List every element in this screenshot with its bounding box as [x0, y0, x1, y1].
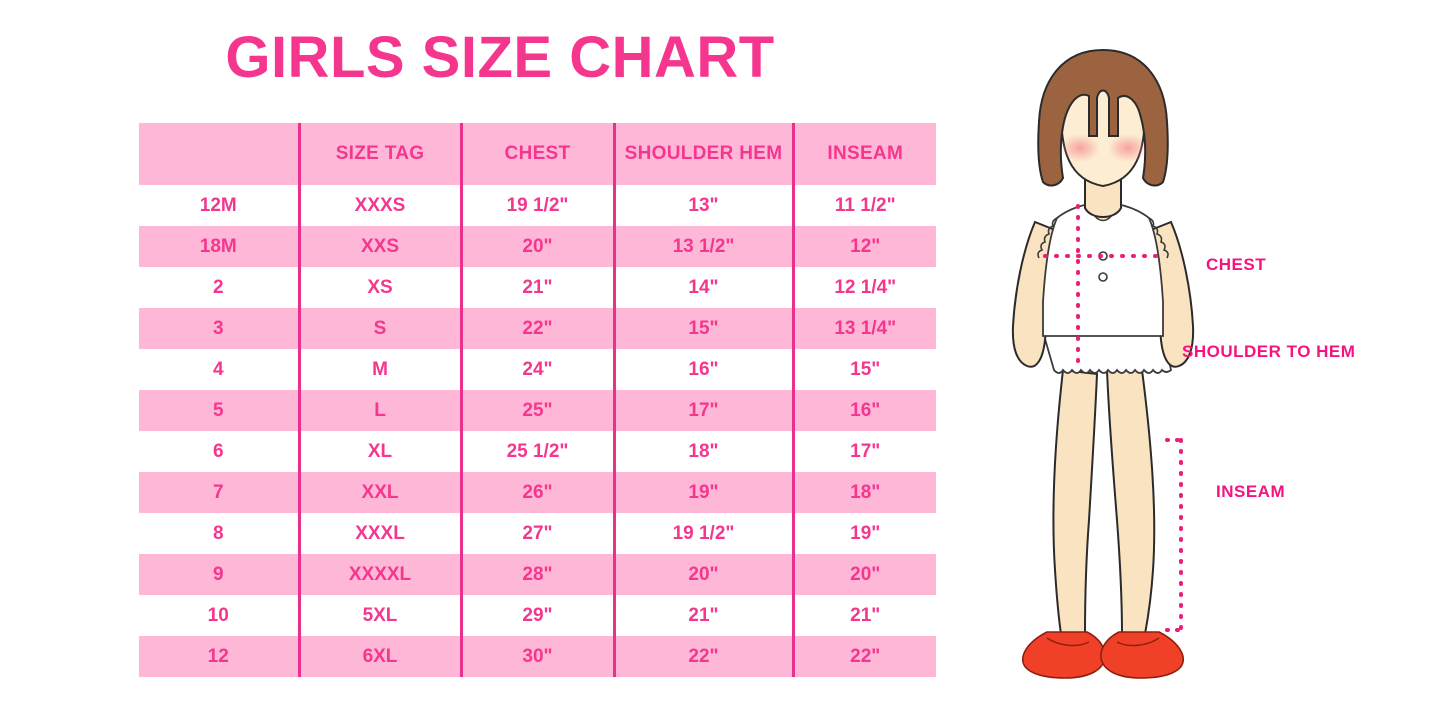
table-cell: 27" — [459, 513, 614, 554]
table-row: 18M XXS 20" 13 1/2" 12" — [139, 226, 936, 267]
table-row: 4 M 24" 16" 15" — [139, 349, 936, 390]
table-cell: 22" — [459, 308, 614, 349]
table-cell: 2 — [139, 267, 299, 308]
table-cell: XL — [297, 431, 461, 472]
label-chest: CHEST — [1206, 255, 1267, 274]
table-cell: 16" — [791, 390, 936, 431]
table-row: 6 XL 25 1/2" 18" 17" — [139, 431, 936, 472]
table-cell: 13 1/2" — [612, 226, 793, 267]
column-header-chest: CHEST — [459, 123, 614, 185]
table-row: 12 6XL 30" 22" 22" — [139, 636, 936, 677]
table-cell: 19 1/2" — [459, 185, 614, 226]
column-header-shoulder-hem: SHOULDER HEM — [612, 123, 793, 185]
size-chart-table-container: SIZE TAG CHEST SHOULDER HEM INSEAM 12M XX… — [139, 123, 936, 677]
table-cell: 24" — [459, 349, 614, 390]
table-cell: 13" — [612, 185, 793, 226]
table-cell: 19" — [612, 472, 793, 513]
page-title: GIRLS SIZE CHART — [225, 25, 775, 90]
table-cell: XS — [297, 267, 461, 308]
column-header-size — [139, 123, 299, 185]
table-cell: 22" — [612, 636, 793, 677]
hair-group — [1037, 48, 1169, 187]
table-cell: 5XL — [297, 595, 461, 636]
table-cell: 3 — [139, 308, 299, 349]
table-row: 2 XS 21" 14" 12 1/4" — [139, 267, 936, 308]
table-cell: 30" — [459, 636, 614, 677]
table-cell: XXXXL — [297, 554, 461, 595]
table-cell: 29" — [459, 595, 614, 636]
table-cell: 4 — [139, 349, 299, 390]
table-body: 12M XXXS 19 1/2" 13" 11 1/2" 18M XXS 20" 13 1/2"… — [139, 185, 936, 677]
shoes-group — [1022, 631, 1184, 679]
column-header-inseam: INSEAM — [791, 123, 936, 185]
table-cell: XXS — [297, 226, 461, 267]
size-chart-table: SIZE TAG CHEST SHOULDER HEM INSEAM 12M XX… — [139, 123, 936, 677]
table-cell: 26" — [459, 472, 614, 513]
table-row: 5 L 25" 17" 16" — [139, 390, 936, 431]
table-cell: 18" — [612, 431, 793, 472]
top-garment-group — [1037, 202, 1169, 337]
girl-figure-illustration — [985, 40, 1225, 680]
table-row: 8 XXXL 27" 19 1/2" 19" — [139, 513, 936, 554]
table-cell: 21" — [459, 267, 614, 308]
table-cell: 7 — [139, 472, 299, 513]
cheek-left — [1060, 134, 1100, 162]
table-cell: 12 — [139, 636, 299, 677]
button-lower — [1098, 272, 1108, 282]
table-cell: 25 1/2" — [459, 431, 614, 472]
legs-group — [1052, 368, 1156, 635]
table-row: 9 XXXXL 28" 20" 20" — [139, 554, 936, 595]
table-cell: 5 — [139, 390, 299, 431]
table-cell: 16" — [612, 349, 793, 390]
table-row: 10 5XL 29" 21" 21" — [139, 595, 936, 636]
table-cell: 15" — [612, 308, 793, 349]
table-row: 3 S 22" 15" 13 1/4" — [139, 308, 936, 349]
table-cell: 11 1/2" — [791, 185, 936, 226]
table-cell: 12M — [139, 185, 299, 226]
table-cell: 6 — [139, 431, 299, 472]
table-cell: XXXS — [297, 185, 461, 226]
table-cell: 20" — [791, 554, 936, 595]
table-cell: L — [297, 390, 461, 431]
table-cell: 19" — [791, 513, 936, 554]
table-cell: M — [297, 349, 461, 390]
table-cell: 12 1/4" — [791, 267, 936, 308]
table-cell: 12" — [791, 226, 936, 267]
table-header: SIZE TAG CHEST SHOULDER HEM INSEAM — [139, 123, 936, 185]
table-cell: XXXL — [297, 513, 461, 554]
table-cell: 20" — [459, 226, 614, 267]
table-cell: XXL — [297, 472, 461, 513]
table-cell: 18" — [791, 472, 936, 513]
neck — [1084, 179, 1122, 218]
column-header-size-tag: SIZE TAG — [297, 123, 461, 185]
table-cell: 9 — [139, 554, 299, 595]
table-cell: 19 1/2" — [612, 513, 793, 554]
table-cell: 10 — [139, 595, 299, 636]
table-cell: 17" — [791, 431, 936, 472]
table-cell: 15" — [791, 349, 936, 390]
measurement-guides — [1043, 204, 1187, 632]
table-cell: 18M — [139, 226, 299, 267]
label-shoulder-to-hem: SHOULDER TO HEM — [1182, 342, 1356, 361]
cheek-right — [1108, 134, 1148, 162]
table-cell: 8 — [139, 513, 299, 554]
table-cell: S — [297, 308, 461, 349]
table-row: 12M XXXS 19 1/2" 13" 11 1/2" — [139, 185, 936, 226]
table-cell: 22" — [791, 636, 936, 677]
table-cell: 21" — [791, 595, 936, 636]
table-cell: 6XL — [297, 636, 461, 677]
skirt-group — [1041, 331, 1172, 374]
label-inseam: INSEAM — [1216, 482, 1286, 501]
table-cell: 20" — [612, 554, 793, 595]
table-cell: 25" — [459, 390, 614, 431]
table-cell: 13 1/4" — [791, 308, 936, 349]
table-cell: 28" — [459, 554, 614, 595]
table-cell: 14" — [612, 267, 793, 308]
table-cell: 21" — [612, 595, 793, 636]
table-cell: 17" — [612, 390, 793, 431]
table-header-row: SIZE TAG CHEST SHOULDER HEM INSEAM — [139, 123, 936, 185]
table-row: 7 XXL 26" 19" 18" — [139, 472, 936, 513]
